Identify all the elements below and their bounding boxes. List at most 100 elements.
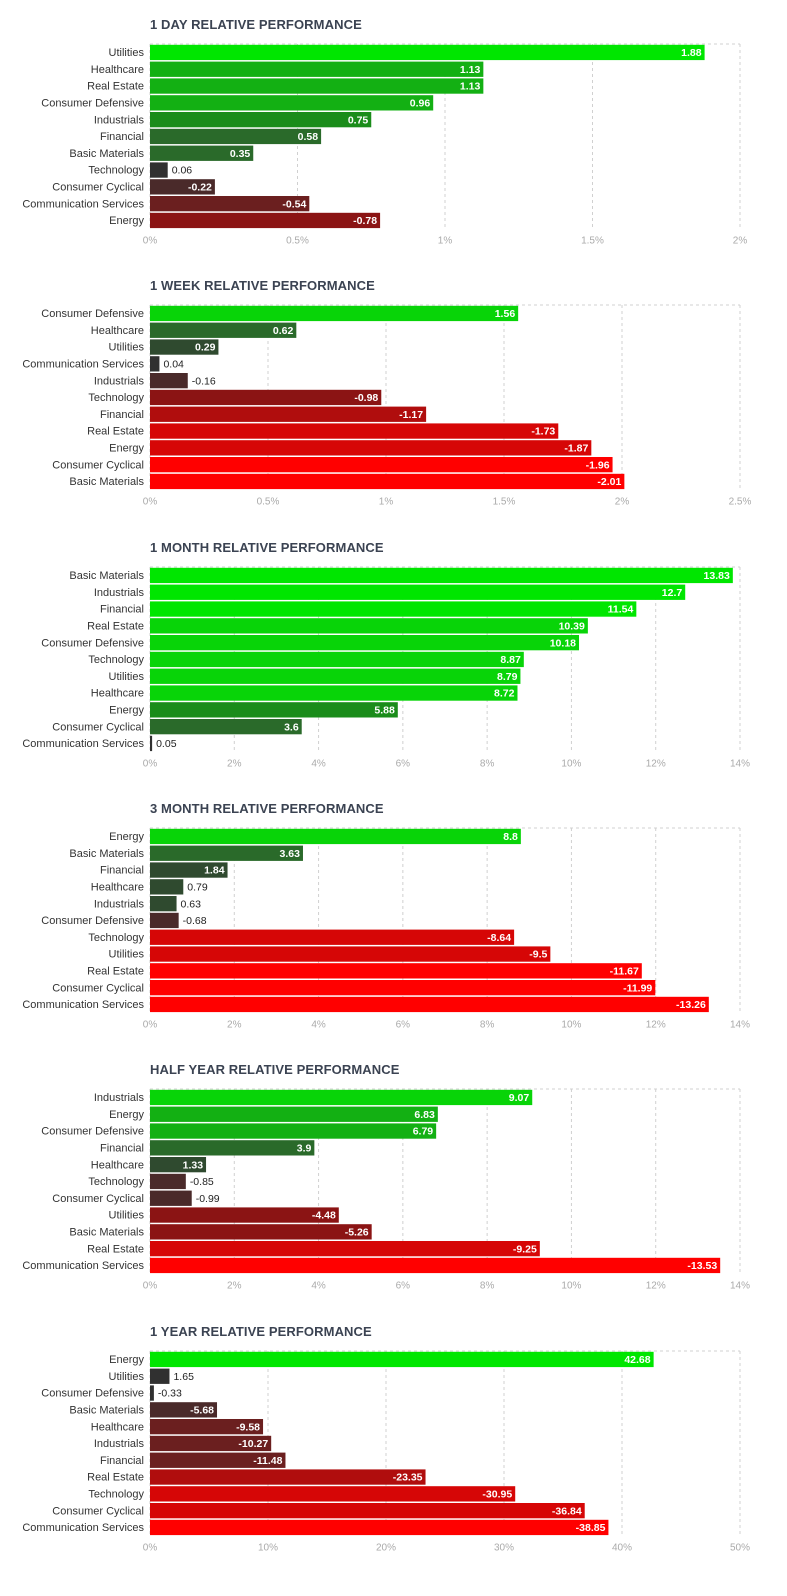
x-tick-label: 0% xyxy=(143,1542,158,1553)
x-tick-label: 10% xyxy=(561,1280,581,1291)
value-label-industrials: 12.7 xyxy=(662,586,683,598)
category-label-communication-services: Communication Services xyxy=(22,738,144,750)
bar-consumer-cyclical xyxy=(150,1190,192,1207)
x-tick-label: 0% xyxy=(143,235,158,246)
category-label-consumer-defensive: Consumer Defensive xyxy=(41,97,144,109)
bar-healthcare xyxy=(150,322,297,339)
bar-consumer-defensive xyxy=(150,306,519,322)
category-label-basic-materials: Basic Materials xyxy=(69,1404,144,1416)
value-label-consumer-cyclical: 3.6 xyxy=(284,721,299,733)
category-label-industrials: Industrials xyxy=(94,1092,145,1104)
3-month-performance-chart: 3 MONTH RELATIVE PERFORMANCE 0% 2% 4% 6% 8% 10… xyxy=(0,784,787,1034)
value-label-financial: 3.9 xyxy=(297,1143,312,1155)
chart-title: 1 YEAR RELATIVE PERFORMANCE xyxy=(150,1323,372,1339)
category-label-communication-services: Communication Services xyxy=(22,999,144,1011)
bar-real-estate xyxy=(150,617,588,634)
category-label-consumer-defensive: Consumer Defensive xyxy=(41,1387,144,1399)
category-label-basic-materials: Basic Materials xyxy=(69,1227,144,1239)
value-label-technology: 0.06 xyxy=(172,165,193,177)
x-tick-label: 2% xyxy=(227,1280,242,1291)
value-label-communication-services: -13.26 xyxy=(676,999,706,1011)
value-label-healthcare: 8.72 xyxy=(494,687,515,699)
bar-consumer-cyclical xyxy=(150,1502,585,1518)
bar-consumer-cyclical xyxy=(150,979,656,996)
chart-plot: 0% 2% 4% 6% 8% 10% 12% 14% Industrials 9.07 Energy… xyxy=(22,1088,750,1291)
value-label-real-estate: -11.67 xyxy=(610,965,639,977)
bar-basic-materials xyxy=(150,474,625,490)
category-label-healthcare: Healthcare xyxy=(91,881,144,893)
category-label-financial: Financial xyxy=(100,603,144,615)
category-label-financial: Financial xyxy=(100,1143,144,1155)
value-label-consumer-defensive: 10.18 xyxy=(550,637,576,649)
value-label-industrials: 9.07 xyxy=(509,1092,530,1104)
bar-industrials xyxy=(150,895,177,912)
category-label-communication-services: Communication Services xyxy=(22,359,144,371)
bar-energy xyxy=(150,212,381,229)
category-label-healthcare: Healthcare xyxy=(91,1159,144,1171)
bar-healthcare xyxy=(150,879,184,895)
category-label-industrials: Industrials xyxy=(94,376,145,388)
value-label-basic-materials: 0.35 xyxy=(230,148,251,160)
x-tick-label: 2% xyxy=(615,497,630,508)
category-label-real-estate: Real Estate xyxy=(87,1471,144,1483)
x-tick-label: 2% xyxy=(227,1019,242,1030)
value-label-real-estate: -23.35 xyxy=(393,1471,423,1483)
value-label-consumer-defensive: 6.79 xyxy=(413,1126,434,1138)
category-label-consumer-defensive: Consumer Defensive xyxy=(41,1126,144,1138)
value-label-energy: -0.78 xyxy=(353,215,377,227)
x-tick-label: 2% xyxy=(227,758,242,769)
value-label-communication-services: -38.85 xyxy=(576,1522,606,1534)
value-label-technology: -0.85 xyxy=(190,1176,214,1188)
value-label-technology: -0.98 xyxy=(354,392,378,404)
bar-energy xyxy=(150,701,398,718)
category-label-energy: Energy xyxy=(109,215,144,227)
bar-industrials xyxy=(150,1435,272,1451)
value-label-industrials: -10.27 xyxy=(238,1438,268,1450)
value-label-consumer-defensive: -0.68 xyxy=(183,915,207,927)
bar-healthcare xyxy=(150,684,518,701)
value-label-utilities: -4.48 xyxy=(312,1210,336,1222)
category-label-technology: Technology xyxy=(88,654,144,666)
x-tick-label: 12% xyxy=(646,1019,666,1030)
category-label-communication-services: Communication Services xyxy=(22,1522,144,1534)
chart-plot: 0% 2% 4% 6% 8% 10% 12% 14% Energy 8.8 Basic Materi… xyxy=(22,827,750,1030)
bar-communication-services xyxy=(150,1257,721,1274)
value-label-consumer-defensive: -0.33 xyxy=(158,1387,182,1399)
chart-title: 3 MONTH RELATIVE PERFORMANCE xyxy=(150,800,384,816)
category-label-consumer-defensive: Consumer Defensive xyxy=(41,308,144,320)
value-label-communication-services: 0.04 xyxy=(163,359,184,371)
category-label-consumer-cyclical: Consumer Cyclical xyxy=(52,982,144,994)
value-label-energy: 42.68 xyxy=(624,1354,650,1366)
bar-consumer-defensive xyxy=(150,634,580,650)
bar-utilities xyxy=(150,1368,170,1384)
chart-title: 1 MONTH RELATIVE PERFORMANCE xyxy=(150,539,384,555)
value-label-utilities: 8.79 xyxy=(497,670,518,682)
bar-consumer-cyclical xyxy=(150,718,302,734)
category-label-utilities: Utilities xyxy=(109,1210,145,1222)
value-label-consumer-defensive: 1.56 xyxy=(495,308,516,320)
value-label-technology: 8.87 xyxy=(500,654,521,666)
value-label-communication-services: -13.53 xyxy=(687,1260,717,1272)
value-label-healthcare: 1.33 xyxy=(183,1159,204,1171)
value-label-real-estate: 10.39 xyxy=(559,620,585,632)
category-label-utilities: Utilities xyxy=(109,949,145,961)
value-label-utilities: 0.29 xyxy=(195,342,216,354)
value-label-real-estate: -1.73 xyxy=(531,426,555,438)
category-label-financial: Financial xyxy=(100,1454,144,1466)
value-label-utilities: 1.65 xyxy=(173,1370,194,1382)
x-tick-label: 50% xyxy=(730,1542,750,1553)
x-tick-label: 1% xyxy=(379,497,394,508)
value-label-technology: -30.95 xyxy=(482,1488,512,1500)
bar-energy xyxy=(150,1106,438,1123)
bar-basic-materials xyxy=(150,1224,372,1240)
category-label-consumer-cyclical: Consumer Cyclical xyxy=(52,1505,144,1517)
bar-communication-services xyxy=(150,735,153,751)
value-label-communication-services: -0.54 xyxy=(282,198,306,210)
x-tick-label: 8% xyxy=(480,1280,495,1291)
bar-technology xyxy=(150,651,524,667)
1-week-performance-chart: 1 WEEK RELATIVE PERFORMANCE 0% 0.5% 1% 1.5% 2… xyxy=(0,261,787,511)
bar-energy xyxy=(150,828,521,844)
value-label-financial: 0.58 xyxy=(298,131,319,143)
bar-communication-services xyxy=(150,1519,609,1535)
chart-plot: 0% 2% 4% 6% 8% 10% 12% 14% Basic Materials 13.83 I… xyxy=(22,566,750,769)
